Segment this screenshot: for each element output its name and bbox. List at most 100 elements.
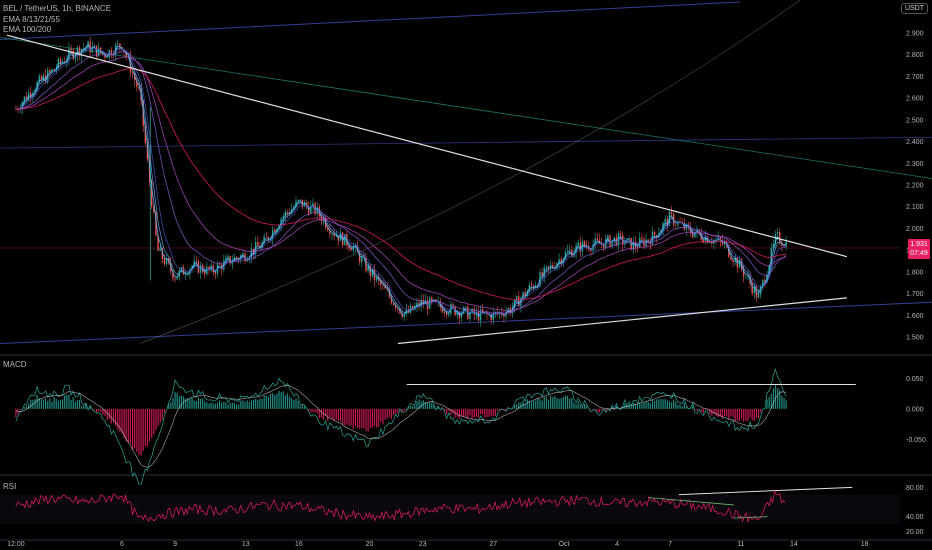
macd-bar — [255, 398, 257, 409]
macd-bar — [19, 408, 21, 411]
macd-bar — [301, 405, 303, 409]
macd-bar — [91, 408, 93, 409]
macd-bar — [560, 398, 562, 409]
ema-legend-1[interactable]: EMA 8/13/21/55 — [3, 15, 60, 24]
macd-bar — [263, 395, 265, 409]
candle-body — [59, 59, 62, 64]
macd-bar — [153, 408, 155, 435]
macd-bar — [223, 401, 225, 409]
candle-body — [515, 296, 518, 300]
macd-bar — [23, 407, 26, 409]
macd-bar — [660, 399, 662, 409]
candle-body — [161, 248, 164, 259]
macd-bar — [770, 393, 772, 409]
candle-series — [15, 36, 787, 327]
rsi-label[interactable]: RSI — [3, 482, 17, 491]
macd-bar — [242, 400, 244, 409]
macd-bar — [401, 408, 403, 412]
macd-bar — [437, 406, 439, 409]
macd-bar — [81, 405, 83, 409]
candle-body — [738, 259, 741, 268]
macd-bar — [537, 398, 539, 409]
macd-bar — [134, 408, 136, 449]
candle-body — [382, 284, 384, 286]
macd-bar — [293, 399, 295, 409]
macd-bar — [280, 392, 282, 409]
macd-bar — [123, 408, 125, 439]
macd-bar — [295, 398, 297, 409]
candle-body — [571, 250, 573, 257]
ema-legend-2[interactable]: EMA 100/200 — [3, 25, 52, 34]
candle-body — [448, 313, 450, 315]
candle-body — [119, 43, 121, 48]
macd-bar — [15, 408, 17, 418]
candle-body — [734, 257, 736, 263]
macd-bar — [369, 408, 371, 429]
candle-body — [653, 231, 656, 236]
macd-bar — [637, 404, 639, 409]
macd-bar — [202, 398, 204, 409]
macd-bar — [320, 408, 323, 418]
macd-bar — [187, 398, 189, 409]
macd-bar — [435, 408, 437, 410]
symbol-legend[interactable]: BEL / TetherUS, 1h, BINANCE — [3, 4, 112, 13]
macd-bar — [732, 408, 734, 417]
candle-body — [422, 299, 425, 304]
macd-bar — [204, 401, 206, 409]
candle-body — [134, 73, 136, 81]
candle-body — [78, 47, 81, 56]
candle-body — [732, 259, 734, 263]
candle-body — [776, 232, 779, 234]
macd-bar — [85, 404, 87, 409]
candle-body — [745, 276, 747, 277]
candle-body — [165, 258, 168, 265]
macd-bar — [596, 408, 598, 412]
macd-bar — [783, 397, 785, 409]
candle-body — [547, 266, 550, 268]
macd-bar — [728, 408, 730, 420]
macd-bar — [757, 408, 760, 419]
macd-bar — [195, 400, 197, 409]
candle-body — [747, 276, 749, 277]
candle-body — [751, 283, 753, 294]
macd-bar — [505, 408, 507, 412]
macd-bar — [55, 398, 57, 409]
macd-bar — [316, 408, 318, 414]
candle-body — [704, 236, 707, 243]
macd-bar — [649, 403, 651, 409]
candle-body — [187, 274, 189, 276]
macd-bar — [711, 408, 713, 417]
macd-bar — [484, 408, 486, 418]
macd-bar — [386, 408, 388, 419]
macd-bar — [446, 408, 448, 415]
macd-bar — [753, 408, 755, 422]
macd-bar — [390, 408, 393, 419]
macd-bar — [329, 408, 331, 418]
currency-button[interactable]: USDT — [900, 3, 928, 14]
candle-body — [235, 257, 238, 259]
macd-bar — [664, 398, 666, 409]
candle-body — [316, 206, 318, 214]
candle-body — [753, 286, 756, 294]
macd-bar — [592, 408, 594, 410]
candle-body — [38, 76, 40, 83]
macd-bar — [520, 402, 522, 409]
macd-bar — [98, 408, 100, 412]
candle-body — [331, 233, 333, 235]
macd-bar — [64, 395, 66, 409]
price-axis-label: 1.700 — [906, 291, 924, 298]
macd-bar — [624, 403, 626, 409]
macd-bar — [252, 399, 255, 409]
candle-body — [159, 248, 161, 251]
candle-body — [465, 306, 467, 308]
macd-bar — [373, 408, 376, 426]
candle-body — [590, 249, 592, 251]
price-axis-label: 2.900 — [906, 31, 924, 38]
candle-body — [112, 55, 115, 57]
macd-bar — [409, 405, 412, 409]
macd-bar — [490, 408, 492, 417]
candle-body — [607, 235, 609, 239]
macd-label[interactable]: MACD — [3, 360, 27, 369]
macd-bar — [543, 396, 545, 409]
